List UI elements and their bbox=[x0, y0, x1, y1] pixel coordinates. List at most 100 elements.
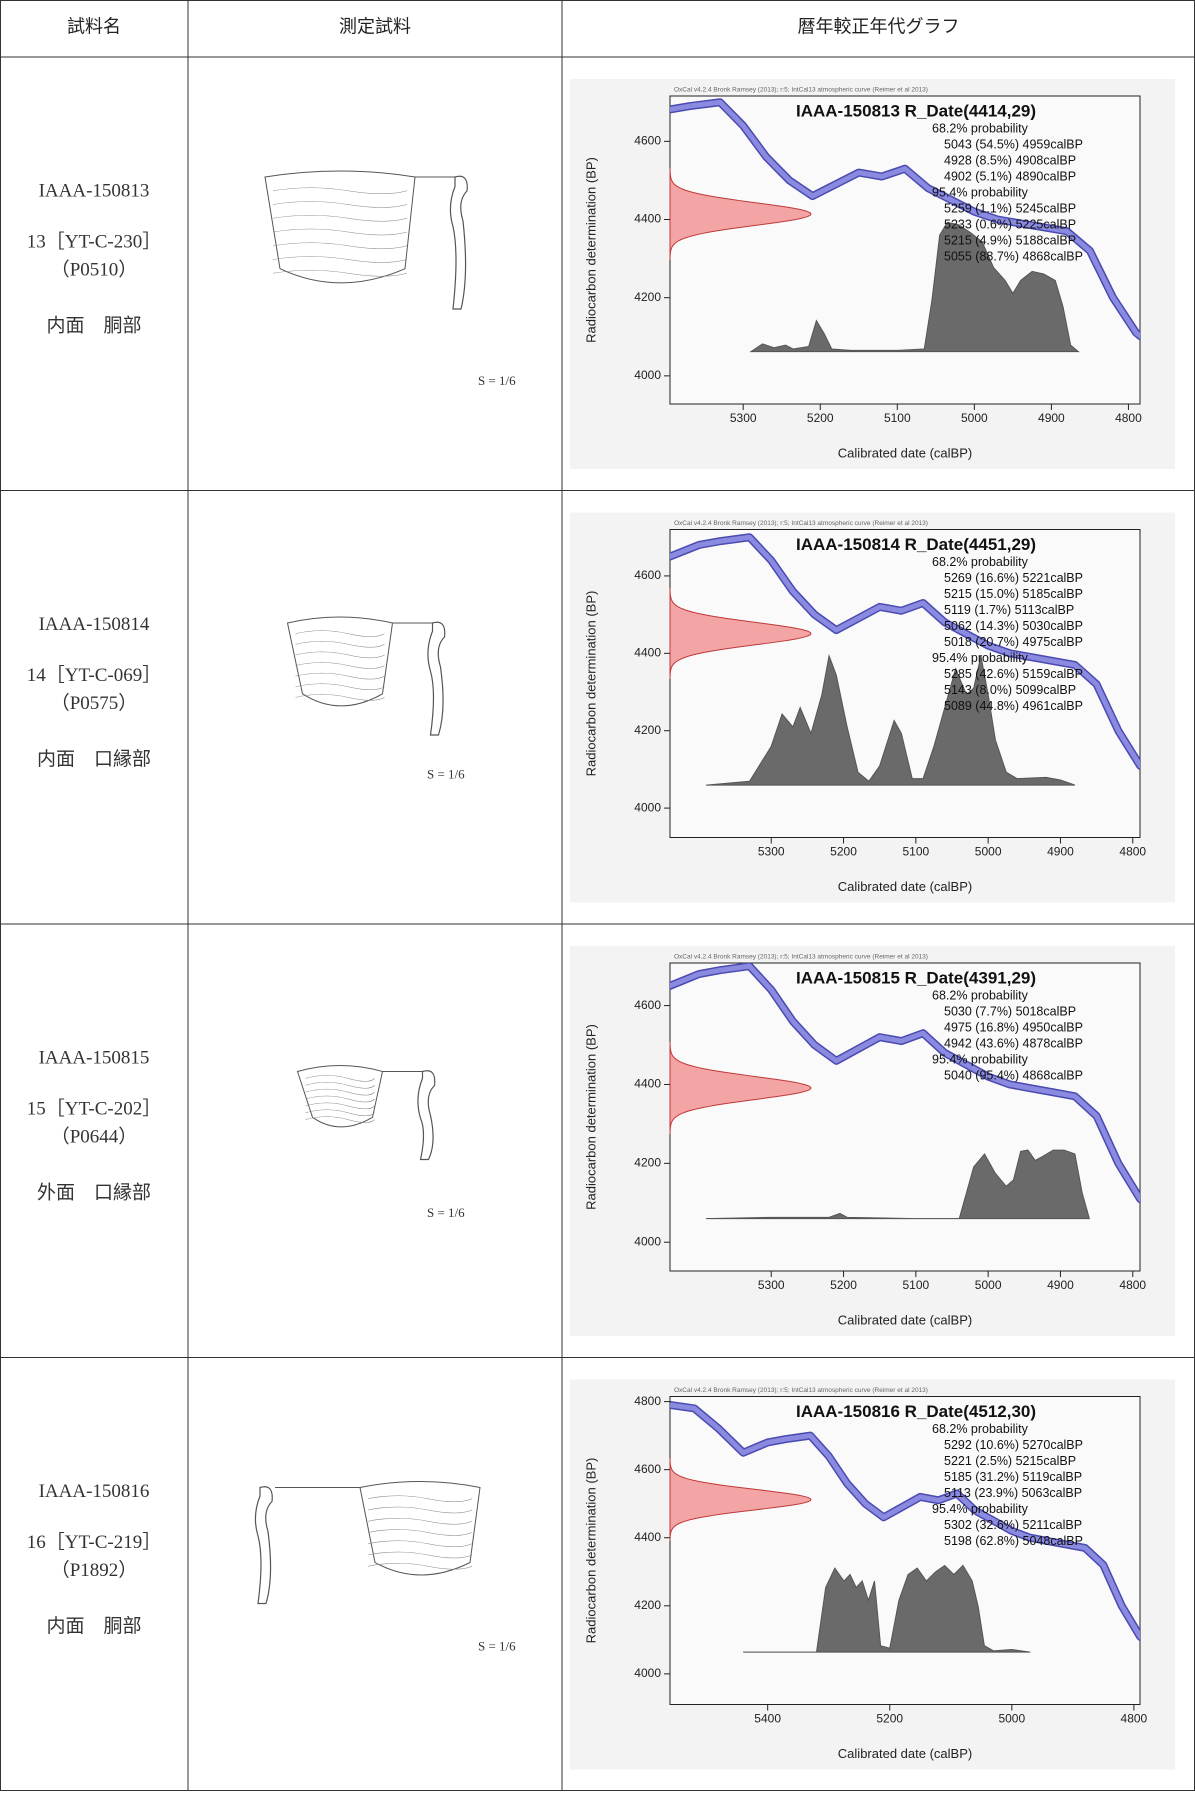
sherd-hatch bbox=[368, 1552, 472, 1558]
sherd-outline bbox=[265, 171, 415, 283]
x-tick-label: 5000 bbox=[961, 411, 988, 425]
probability-line: 95.4% probability bbox=[932, 185, 1029, 199]
sherd-outline bbox=[288, 617, 393, 706]
sherd-hatch bbox=[306, 1082, 375, 1088]
probability-line: 5018 (20.7%) 4975calBP bbox=[944, 635, 1083, 649]
sherd-hatch bbox=[273, 202, 407, 208]
y-tick-label: 4000 bbox=[634, 368, 661, 382]
x-tick-label: 5200 bbox=[876, 1712, 903, 1726]
probability-line: 95.4% probability bbox=[932, 1502, 1029, 1516]
y-tick-label: 4600 bbox=[634, 1462, 661, 1476]
probability-line: 4975 (16.8%) 4950calBP bbox=[944, 1020, 1083, 1034]
y-axis-label: Radiocarbon determination (BP) bbox=[583, 1024, 598, 1210]
sherd-hatch bbox=[273, 188, 407, 194]
chart-header: OxCal v4.2.4 Bronk Ramsey (2013); r:5; I… bbox=[674, 87, 928, 94]
chart-title: IAAA-150815 R_Date(4391,29) bbox=[796, 968, 1036, 987]
sample-code: 16［YT-C-219］ bbox=[27, 1531, 161, 1553]
probability-line: 5215 (4.9%) 5188calBP bbox=[944, 233, 1076, 247]
x-tick-label: 5200 bbox=[807, 411, 834, 425]
y-tick-label: 4400 bbox=[634, 212, 661, 226]
sherd-outline bbox=[360, 1482, 480, 1576]
x-tick-label: 5100 bbox=[902, 1278, 929, 1292]
probability-line: 5233 (0.6%) 5225calBP bbox=[944, 217, 1076, 231]
probability-line: 5089 (44.8%) 4961calBP bbox=[944, 699, 1083, 713]
x-tick-label: 5300 bbox=[730, 411, 757, 425]
y-tick-label: 4400 bbox=[634, 1530, 661, 1544]
sample-pcode: （P0510） bbox=[51, 258, 138, 280]
probability-line: 5119 (1.7%) 5113calBP bbox=[944, 603, 1074, 617]
probability-line: 5292 (10.6%) 5270calBP bbox=[944, 1438, 1083, 1452]
sherd-hatch bbox=[296, 663, 385, 669]
x-tick-label: 4800 bbox=[1119, 845, 1146, 859]
probability-line: 68.2% probability bbox=[932, 1422, 1029, 1436]
sherd-hatch bbox=[306, 1096, 375, 1102]
probability-line: 5221 (2.5%) 5215calBP bbox=[944, 1454, 1076, 1468]
x-tick-label: 5300 bbox=[758, 845, 785, 859]
probability-line: 68.2% probability bbox=[932, 121, 1029, 135]
x-tick-label: 5400 bbox=[754, 1712, 781, 1726]
sherd-hatch bbox=[296, 631, 385, 637]
probability-line: 5143 (8.0%) 5099calBP bbox=[944, 683, 1076, 697]
chart-title: IAAA-150813 R_Date(4414,29) bbox=[796, 101, 1036, 120]
sherd-profile bbox=[255, 1487, 272, 1604]
sherd-hatch bbox=[296, 684, 385, 690]
x-axis-label: Calibrated date (calBP) bbox=[838, 879, 972, 894]
y-tick-label: 4600 bbox=[634, 134, 661, 148]
y-tick-label: 4600 bbox=[634, 568, 661, 582]
probability-line: 5030 (7.7%) 5018calBP bbox=[944, 1004, 1076, 1018]
probability-line: 4942 (43.6%) 4878calBP bbox=[944, 1036, 1083, 1050]
sample-pcode: （P1892） bbox=[51, 1559, 138, 1581]
probability-line: 5215 (15.0%) 5185calBP bbox=[944, 587, 1083, 601]
probability-line: 5285 (42.6%) 5159calBP bbox=[944, 667, 1083, 681]
probability-line: 5113 (23.9%) 5063calBP bbox=[944, 1486, 1082, 1500]
sherd-hatch bbox=[273, 229, 407, 235]
sherd-hatch bbox=[368, 1530, 472, 1536]
probability-line: 5040 (95.4%) 4868calBP bbox=[944, 1068, 1083, 1082]
sample-code: 15［YT-C-202］ bbox=[27, 1097, 161, 1119]
sherd-profile bbox=[428, 622, 445, 735]
sherd-hatch bbox=[273, 243, 407, 249]
probability-line: 5269 (16.6%) 5221calBP bbox=[944, 571, 1083, 585]
x-tick-label: 5200 bbox=[830, 1278, 857, 1292]
table-page: 試料名測定試料暦年較正年代グラフIAAA-15081313［YT-C-230］（… bbox=[0, 0, 1195, 1791]
probability-line: 5302 (32.6%) 5211calBP bbox=[944, 1518, 1082, 1532]
sherd-hatch bbox=[306, 1110, 375, 1116]
sherd-hatch bbox=[368, 1541, 472, 1547]
probability-line: 4902 (5.1%) 4890calBP bbox=[944, 169, 1076, 183]
y-tick-label: 4200 bbox=[634, 723, 661, 737]
y-tick-label: 4000 bbox=[634, 800, 661, 814]
y-tick-label: 4000 bbox=[634, 1666, 661, 1680]
sherd-hatch bbox=[306, 1089, 375, 1095]
x-tick-label: 4900 bbox=[1038, 411, 1065, 425]
y-axis-label: Radiocarbon determination (BP) bbox=[583, 157, 598, 343]
sample-code: 13［YT-C-230］ bbox=[27, 230, 161, 252]
sample-sample-id: IAAA-150813 bbox=[39, 180, 150, 201]
probability-line: 95.4% probability bbox=[932, 651, 1029, 665]
header-cell: 試料名 bbox=[67, 17, 121, 37]
sherd-profile bbox=[450, 176, 467, 309]
header-cell: 暦年較正年代グラフ bbox=[798, 17, 960, 37]
x-axis-label: Calibrated date (calBP) bbox=[838, 445, 972, 460]
y-tick-label: 4200 bbox=[634, 1156, 661, 1170]
sample-pcode: （P0644） bbox=[51, 1125, 138, 1147]
scale-label: S = 1/6 bbox=[427, 766, 465, 781]
sherd-drawing bbox=[288, 617, 445, 735]
sample-sample-id: IAAA-150815 bbox=[39, 1047, 150, 1068]
sherd-hatch bbox=[273, 257, 407, 263]
sherd-hatch bbox=[368, 1496, 472, 1502]
chart-title: IAAA-150816 R_Date(4512,30) bbox=[796, 1402, 1036, 1421]
chart-header: OxCal v4.2.4 Bronk Ramsey (2013); r:5; I… bbox=[674, 1387, 928, 1394]
chart-title: IAAA-150814 R_Date(4451,29) bbox=[796, 535, 1036, 554]
x-tick-label: 4800 bbox=[1115, 411, 1142, 425]
probability-line: 95.4% probability bbox=[932, 1052, 1029, 1066]
y-tick-label: 4400 bbox=[634, 1077, 661, 1091]
sample-part: 内面 胴部 bbox=[46, 314, 141, 336]
x-tick-label: 4800 bbox=[1119, 1278, 1146, 1292]
x-axis-label: Calibrated date (calBP) bbox=[838, 1312, 972, 1327]
sample-sample-id: IAAA-150816 bbox=[39, 1481, 150, 1502]
y-tick-label: 4400 bbox=[634, 645, 661, 659]
sherd-hatch bbox=[368, 1518, 472, 1524]
probability-line: 5062 (14.3%) 5030calBP bbox=[944, 619, 1083, 633]
x-tick-label: 5100 bbox=[902, 845, 929, 859]
sherd-drawing bbox=[255, 1482, 480, 1604]
